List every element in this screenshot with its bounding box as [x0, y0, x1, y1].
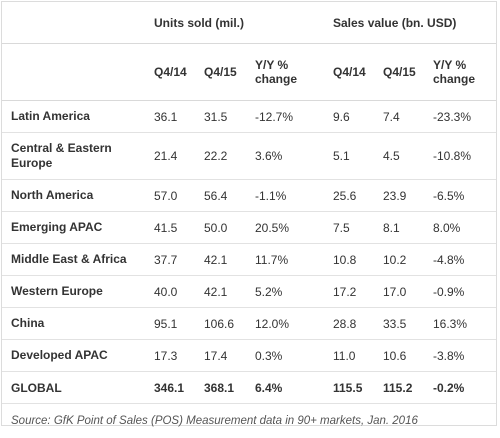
column-header-row: Q4/14 Q4/15 Y/Y % change Q4/14 Q4/15 Y/Y… — [2, 44, 496, 101]
units-q4-15-cell: 106.6 — [204, 308, 255, 340]
sales-yy-cell: 8.0% — [433, 212, 496, 244]
table-row: Emerging APAC 41.5 50.0 20.5% 7.5 8.1 8.… — [2, 212, 496, 244]
sales-q4-15-cell: 10.6 — [383, 340, 433, 372]
sales-q4-14-cell: 28.8 — [333, 308, 383, 340]
units-q4-15-cell: 31.5 — [204, 101, 255, 133]
empty-corner-cell — [2, 2, 154, 44]
units-q4-14-cell: 41.5 — [154, 212, 204, 244]
table-row: Developed APAC 17.3 17.4 0.3% 11.0 10.6 … — [2, 340, 496, 372]
region-label: Middle East & Africa — [2, 244, 154, 276]
units-q4-15-cell: 56.4 — [204, 180, 255, 212]
units-q4-14-cell: 36.1 — [154, 101, 204, 133]
sales-yy-cell: -4.8% — [433, 244, 496, 276]
col-header-units-yy: Y/Y % change — [255, 44, 333, 101]
sales-q4-15-cell: 10.2 — [383, 244, 433, 276]
units-q4-15-cell: 42.1 — [204, 244, 255, 276]
table-row: China 95.1 106.6 12.0% 28.8 33.5 16.3% — [2, 308, 496, 340]
units-sold-group-header: Units sold (mil.) — [154, 2, 333, 44]
units-q4-14-cell: 95.1 — [154, 308, 204, 340]
col-header-units-q4-15: Q4/15 — [204, 44, 255, 101]
region-label: Latin America — [2, 101, 154, 133]
units-yy-cell: 5.2% — [255, 276, 333, 308]
units-yy-cell: 11.7% — [255, 244, 333, 276]
units-q4-14-cell: 57.0 — [154, 180, 204, 212]
units-yy-cell: -12.7% — [255, 101, 333, 133]
units-q4-15-cell: 17.4 — [204, 340, 255, 372]
col-header-sales-q4-14: Q4/14 — [333, 44, 383, 101]
total-units-q4-15-cell: 368.1 — [204, 372, 255, 404]
region-label: Western Europe — [2, 276, 154, 308]
sales-q4-15-cell: 8.1 — [383, 212, 433, 244]
sales-q4-15-cell: 7.4 — [383, 101, 433, 133]
region-label: Developed APAC — [2, 340, 154, 372]
sales-yy-cell: -3.8% — [433, 340, 496, 372]
sales-q4-14-cell: 10.8 — [333, 244, 383, 276]
units-q4-15-cell: 42.1 — [204, 276, 255, 308]
sales-q4-14-cell: 25.6 — [333, 180, 383, 212]
table-row: Central & Eastern Europe 21.4 22.2 3.6% … — [2, 133, 496, 180]
table-row: Latin America 36.1 31.5 -12.7% 9.6 7.4 -… — [2, 101, 496, 133]
sales-yy-cell: -6.5% — [433, 180, 496, 212]
sales-yy-cell: -0.9% — [433, 276, 496, 308]
table-row: Western Europe 40.0 42.1 5.2% 17.2 17.0 … — [2, 276, 496, 308]
sales-q4-15-cell: 23.9 — [383, 180, 433, 212]
sales-q4-15-cell: 4.5 — [383, 133, 433, 180]
col-header-units-q4-14: Q4/14 — [154, 44, 204, 101]
units-q4-14-cell: 40.0 — [154, 276, 204, 308]
total-row: GLOBAL 346.1 368.1 6.4% 115.5 115.2 -0.2… — [2, 372, 496, 404]
units-yy-cell: 12.0% — [255, 308, 333, 340]
total-sales-q4-15-cell: 115.2 — [383, 372, 433, 404]
total-label: GLOBAL — [2, 372, 154, 404]
sales-yy-cell: 16.3% — [433, 308, 496, 340]
empty-label-header — [2, 44, 154, 101]
units-q4-15-cell: 50.0 — [204, 212, 255, 244]
region-label: North America — [2, 180, 154, 212]
sales-yy-cell: -10.8% — [433, 133, 496, 180]
total-units-yy-cell: 6.4% — [255, 372, 333, 404]
sales-q4-14-cell: 7.5 — [333, 212, 383, 244]
col-header-sales-q4-15: Q4/15 — [383, 44, 433, 101]
units-yy-cell: 0.3% — [255, 340, 333, 372]
sales-q4-15-cell: 33.5 — [383, 308, 433, 340]
source-note: Source: GfK Point of Sales (POS) Measure… — [2, 404, 496, 438]
region-label: Central & Eastern Europe — [2, 133, 154, 180]
sales-q4-14-cell: 17.2 — [333, 276, 383, 308]
units-yy-cell: 3.6% — [255, 133, 333, 180]
table-frame: Units sold (mil.) Sales value (bn. USD) … — [1, 1, 497, 426]
sales-yy-cell: -23.3% — [433, 101, 496, 133]
region-label: China — [2, 308, 154, 340]
units-yy-cell: -1.1% — [255, 180, 333, 212]
source-row: Source: GfK Point of Sales (POS) Measure… — [2, 404, 496, 438]
units-q4-14-cell: 37.7 — [154, 244, 204, 276]
sales-q4-14-cell: 5.1 — [333, 133, 383, 180]
units-yy-cell: 20.5% — [255, 212, 333, 244]
units-q4-15-cell: 22.2 — [204, 133, 255, 180]
table-row: Middle East & Africa 37.7 42.1 11.7% 10.… — [2, 244, 496, 276]
sales-value-group-header: Sales value (bn. USD) — [333, 2, 496, 44]
group-header-row: Units sold (mil.) Sales value (bn. USD) — [2, 2, 496, 44]
sales-q4-14-cell: 11.0 — [333, 340, 383, 372]
region-label: Emerging APAC — [2, 212, 154, 244]
col-header-sales-yy: Y/Y % change — [433, 44, 496, 101]
table-row: North America 57.0 56.4 -1.1% 25.6 23.9 … — [2, 180, 496, 212]
total-units-q4-14-cell: 346.1 — [154, 372, 204, 404]
sales-q4-15-cell: 17.0 — [383, 276, 433, 308]
units-q4-14-cell: 21.4 — [154, 133, 204, 180]
total-sales-yy-cell: -0.2% — [433, 372, 496, 404]
sales-q4-14-cell: 9.6 — [333, 101, 383, 133]
total-sales-q4-14-cell: 115.5 — [333, 372, 383, 404]
units-q4-14-cell: 17.3 — [154, 340, 204, 372]
